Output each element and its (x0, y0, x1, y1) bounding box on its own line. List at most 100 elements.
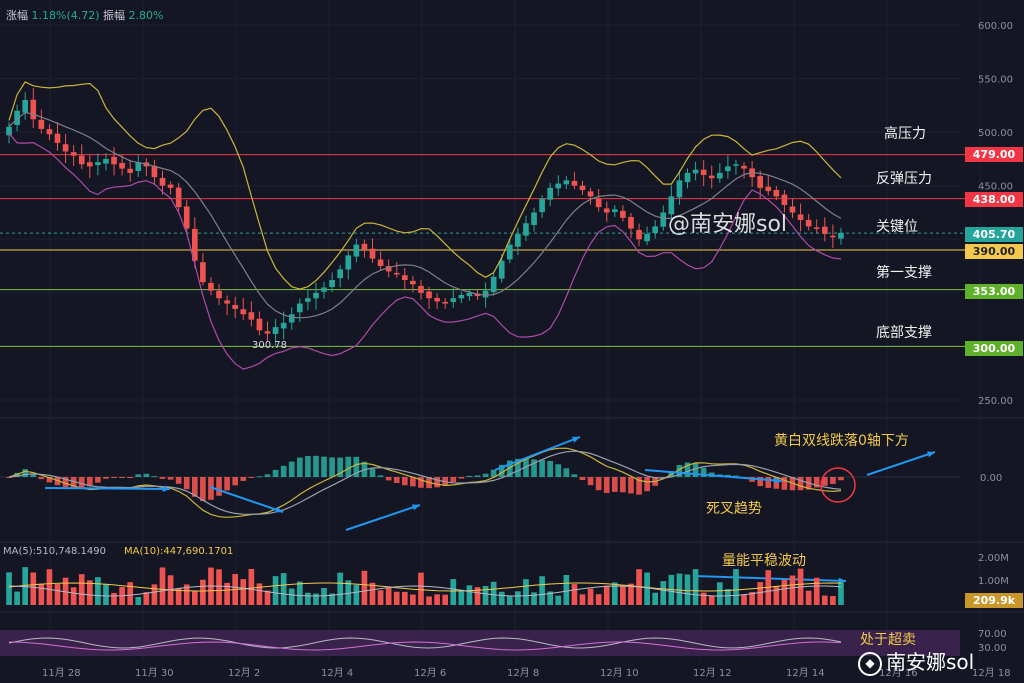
candle-body (805, 220, 812, 227)
macd-histogram-bar (143, 473, 150, 477)
volume-bar (288, 588, 295, 605)
candle-body (103, 158, 109, 164)
volume-bar (595, 594, 602, 605)
macd-histogram-bar (377, 475, 384, 477)
candle-body (62, 144, 69, 152)
candle-body (426, 291, 432, 299)
price-tag-390: 390.00 (965, 244, 1023, 259)
macd-histogram-bar (264, 474, 271, 477)
macd-histogram-bar (183, 477, 190, 490)
volume-bar (450, 579, 457, 605)
candle-body (523, 223, 529, 236)
macd-histogram-bar (321, 456, 327, 477)
macd-histogram-bar (280, 465, 287, 477)
candle-body (111, 156, 117, 165)
candle-body (628, 217, 634, 229)
trend-arrowhead (927, 451, 935, 458)
macd-histogram-bar (95, 477, 101, 483)
volume-bar (563, 574, 570, 605)
x-tick-label: 12月 16 (879, 667, 918, 679)
macd-histogram-bar (733, 475, 739, 477)
candle-body (38, 119, 45, 129)
volume-bar (401, 591, 408, 605)
macd-histogram-bar (111, 477, 117, 478)
macd-histogram-bar (329, 457, 335, 477)
trend-arrow (494, 436, 581, 471)
candle-body (264, 331, 271, 334)
macd-histogram-bar (700, 467, 707, 477)
candle-body (14, 110, 20, 125)
candle-body (191, 228, 198, 261)
y-tick-label: 500.00 (978, 128, 1013, 139)
candle-body (175, 187, 182, 208)
macd-histogram-bar (175, 477, 182, 484)
volume-bar (426, 596, 432, 605)
volume-bar (644, 572, 650, 605)
macd-histogram-bar (305, 455, 311, 477)
level-name-390: 第一支撑 (876, 265, 932, 281)
rsi-band (0, 630, 960, 656)
volume-bar (70, 587, 77, 605)
macd-histogram-bar (30, 473, 37, 477)
volume-bar (725, 589, 731, 605)
candle-body (741, 165, 747, 169)
volume-bar (821, 595, 828, 605)
volume-bar (482, 585, 489, 605)
volume-bar (46, 569, 53, 605)
volume-bar (805, 590, 812, 605)
trend-arrowhead (774, 477, 782, 484)
x-tick-label: 12月 8 (507, 667, 539, 679)
amplitude-label: 振幅 (103, 9, 126, 22)
candle-body (401, 275, 408, 280)
macd-histogram-bar (22, 469, 29, 477)
candle-body (765, 186, 772, 192)
volume-bar (191, 590, 198, 605)
macd-histogram-bar (418, 477, 424, 488)
macd-histogram-bar (385, 477, 392, 481)
candle-body (660, 212, 667, 227)
change-label: 涨幅 (6, 9, 28, 22)
macd-histogram-bar (135, 474, 142, 477)
candle-body (757, 176, 764, 188)
amplitude-value: 2.80% (128, 9, 164, 22)
price-tag-353: 353.00 (965, 284, 1023, 299)
candle-body (620, 210, 626, 218)
volume-bar (78, 574, 85, 605)
rsi-axis-label: 30.00 (978, 643, 1007, 654)
candle-body (377, 259, 384, 267)
volume-bar (603, 585, 610, 605)
macd-histogram-bar (353, 456, 360, 477)
volume-bar (272, 576, 279, 605)
candle-body (563, 180, 570, 185)
candle-body (151, 165, 158, 178)
price-tag-479: 479.00 (965, 147, 1023, 162)
macd-histogram-bar (78, 477, 85, 488)
macd-histogram-bar (224, 477, 230, 491)
macd-histogram-bar (571, 474, 578, 477)
macd-histogram-bar (773, 477, 780, 489)
macd-histogram-bar (579, 477, 586, 480)
volume-bar (442, 594, 449, 605)
y-tick-label: 550.00 (978, 75, 1013, 86)
macd-histogram-bar (676, 464, 683, 477)
trend-arrow (209, 486, 284, 513)
volume-bar (103, 584, 109, 605)
boll-lower-line (8, 132, 842, 370)
candle-body (393, 272, 400, 275)
volume-last-tag: 209.9k (965, 593, 1023, 608)
macd-histogram-bar (256, 476, 263, 478)
volume-bar (830, 596, 836, 605)
rsi-axis-label: 70.00 (978, 629, 1007, 640)
candle-body (692, 169, 699, 174)
candle-body (321, 287, 327, 292)
volume-bar (700, 592, 707, 605)
candle-body (232, 305, 239, 309)
volume-bar (531, 592, 537, 605)
level-name-479: 高压力 (884, 126, 926, 142)
candle-body (280, 322, 287, 329)
candle-body (337, 269, 344, 279)
macd-histogram-bar (821, 477, 828, 486)
boll-mid-line (8, 111, 842, 319)
candle-body (725, 166, 731, 172)
